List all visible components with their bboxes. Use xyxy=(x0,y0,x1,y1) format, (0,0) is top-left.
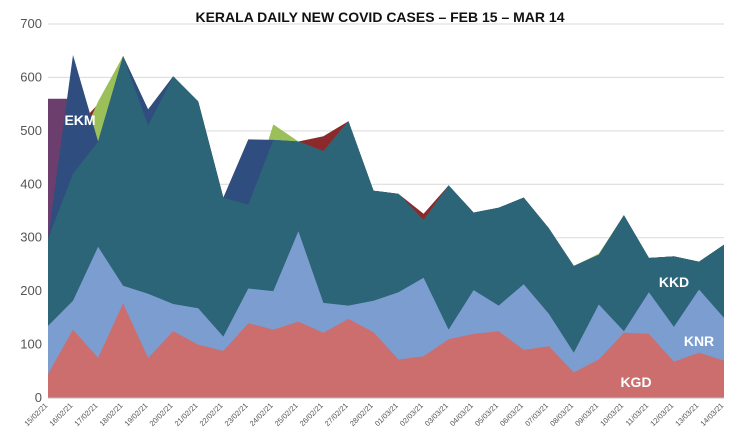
x-tick-label: 27/02/21 xyxy=(323,401,350,428)
x-tick-label: 07/03/21 xyxy=(523,401,550,428)
x-tick-label: 25/02/21 xyxy=(273,401,300,428)
series-label-kgd: KGD xyxy=(620,374,651,390)
x-tick-label: 19/02/21 xyxy=(123,401,150,428)
series-label-knr: KNR xyxy=(684,333,714,349)
x-tick-label: 14/03/21 xyxy=(698,401,725,428)
x-tick-label: 09/03/21 xyxy=(573,401,600,428)
x-tick-label: 20/02/21 xyxy=(148,401,175,428)
y-tick-label: 0 xyxy=(35,390,42,405)
x-tick-label: 10/03/21 xyxy=(598,401,625,428)
x-tick-label: 13/03/21 xyxy=(673,401,700,428)
y-tick-label: 400 xyxy=(20,176,42,191)
chart-title: KERALA DAILY NEW COVID CASES – FEB 15 – … xyxy=(195,9,564,25)
y-tick-label: 200 xyxy=(20,283,42,298)
y-tick-label: 300 xyxy=(20,230,42,245)
x-tick-label: 03/03/21 xyxy=(423,401,450,428)
x-tick-label: 21/02/21 xyxy=(173,401,200,428)
x-tick-label: 06/03/21 xyxy=(498,401,525,428)
series-label-ekm: EKM xyxy=(64,112,95,128)
x-tick-label: 08/03/21 xyxy=(548,401,575,428)
x-tick-label: 17/02/21 xyxy=(72,401,99,428)
x-tick-label: 22/02/21 xyxy=(198,401,225,428)
x-tick-label: 01/03/21 xyxy=(373,401,400,428)
y-tick-label: 500 xyxy=(20,123,42,138)
series-labels: KGD KNR KKD EKM xyxy=(64,112,714,390)
x-tick-label: 16/02/21 xyxy=(47,401,74,428)
y-tick-label: 100 xyxy=(20,337,42,352)
x-tick-label: 23/02/21 xyxy=(223,401,250,428)
area-series-kgd xyxy=(48,303,724,398)
x-tick-label: 18/02/21 xyxy=(98,401,125,428)
series-label-kkd: KKD xyxy=(659,274,689,290)
x-tick-label: 15/02/21 xyxy=(22,401,49,428)
x-tick-label: 28/02/21 xyxy=(348,401,375,428)
x-tick-label: 11/03/21 xyxy=(624,401,651,428)
x-tick-label: 05/03/21 xyxy=(473,401,500,428)
x-tick-label: 24/02/21 xyxy=(248,401,275,428)
series-areas xyxy=(48,55,724,398)
area-series-kkd xyxy=(48,56,724,398)
x-tick-label: 02/03/21 xyxy=(398,401,425,428)
x-tick-label: 26/02/21 xyxy=(298,401,325,428)
x-tick-label: 04/03/21 xyxy=(448,401,475,428)
y-tick-label: 700 xyxy=(20,16,42,31)
y-tick-label: 600 xyxy=(20,69,42,84)
x-tick-label: 12/03/21 xyxy=(648,401,675,428)
